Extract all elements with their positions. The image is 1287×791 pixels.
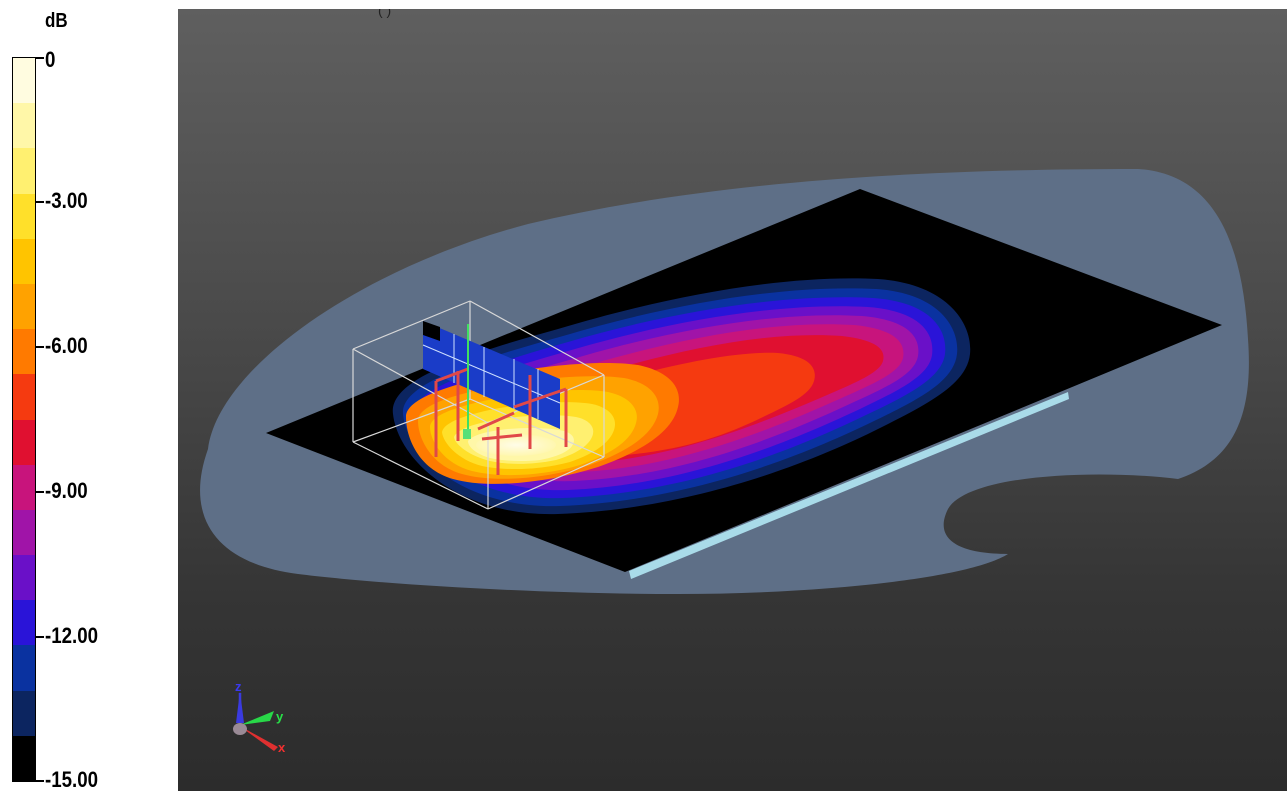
scene-canvas[interactable]: z y x xyxy=(178,9,1287,791)
axis-label-y: y xyxy=(276,709,284,724)
legend-label-0: 0 xyxy=(45,47,56,72)
legend-band-11 xyxy=(13,555,35,601)
legend-tick-0 xyxy=(36,57,44,59)
legend-band-1 xyxy=(13,103,35,149)
legend-band-3 xyxy=(13,193,35,239)
antenna-cage-wireframe xyxy=(352,300,605,510)
legend-band-5 xyxy=(13,283,35,330)
legend-band-7 xyxy=(13,374,35,420)
legend-tick-5 xyxy=(36,780,44,782)
viewport-title: ( ) xyxy=(378,9,392,18)
axis-label-x: x xyxy=(278,740,286,755)
legend-unit-label: dB xyxy=(45,10,68,32)
color-legend: dB 0 -3.00 -6.00 -9.00 -12.00 -15.00 xyxy=(0,0,175,791)
legend-band-8 xyxy=(13,419,35,465)
legend-band-4 xyxy=(13,238,35,284)
axis-label-z: z xyxy=(235,679,242,694)
legend-tick-3 xyxy=(36,491,44,493)
legend-band-6 xyxy=(13,329,35,375)
legend-label-4: -12.00 xyxy=(45,623,99,648)
antenna-posts xyxy=(434,367,568,475)
legend-tick-4 xyxy=(36,636,44,638)
legend-label-3: -9.00 xyxy=(45,478,88,503)
3d-viewport[interactable]: ( ) xyxy=(178,9,1287,791)
legend-label-2: -6.00 xyxy=(45,333,88,358)
legend-band-12 xyxy=(13,600,35,646)
legend-band-9 xyxy=(13,464,35,510)
legend-band-10 xyxy=(13,509,35,556)
legend-band-0 xyxy=(13,58,35,104)
legend-band-13 xyxy=(13,645,35,691)
edge-highlight xyxy=(629,392,1069,579)
legend-tick-1 xyxy=(36,201,44,203)
axes-orientation-indicator: z y x xyxy=(233,679,286,755)
legend-band-14 xyxy=(13,690,35,736)
feed-element xyxy=(463,324,471,439)
legend-tick-2 xyxy=(36,346,44,348)
legend-label-5: -15.00 xyxy=(45,767,99,791)
legend-band-2 xyxy=(13,148,35,194)
legend-label-1: -3.00 xyxy=(45,188,88,213)
legend-band-15 xyxy=(13,735,35,781)
legend-color-bar xyxy=(12,57,36,782)
